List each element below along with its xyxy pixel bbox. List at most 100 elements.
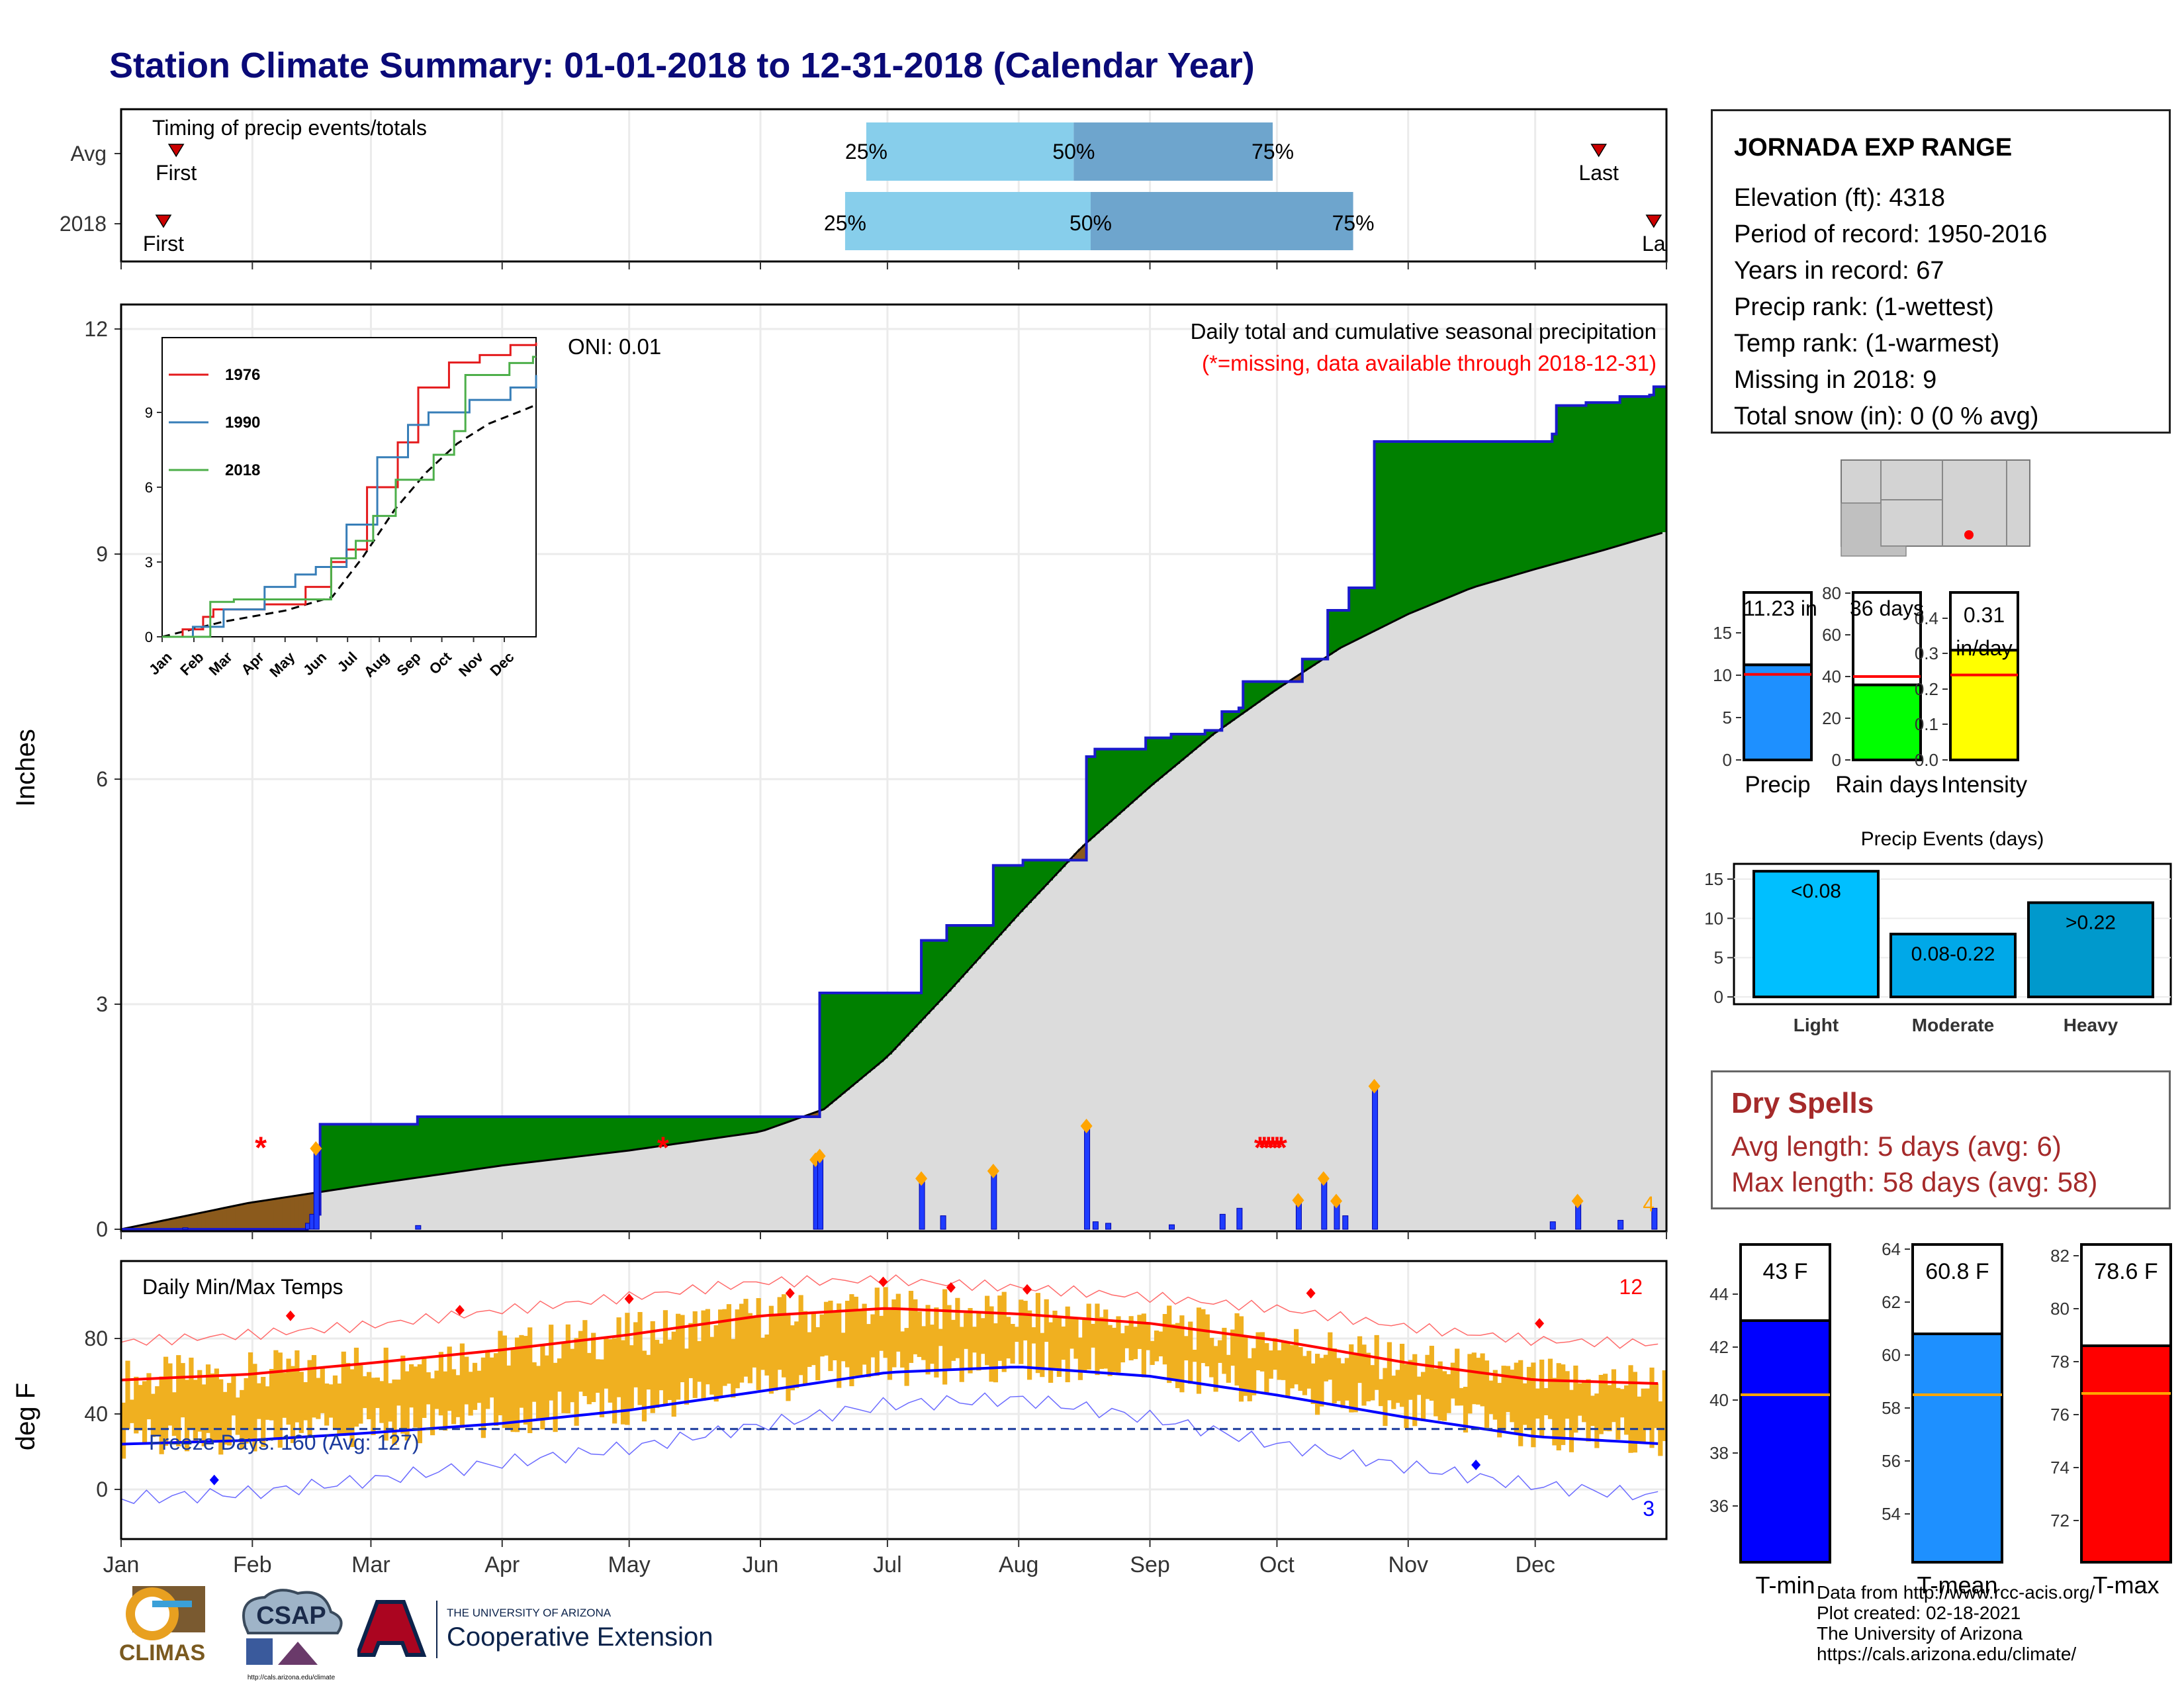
above-normal-area [1052,860,1058,876]
above-normal-area [1518,442,1524,574]
daily-temp-range-bar [1302,1356,1308,1395]
daily-temp-range-bar [1632,1372,1638,1453]
above-normal-area [697,1117,702,1141]
above-normal-area [1099,749,1104,830]
large-event-marker [310,1141,322,1156]
above-normal-area [1183,734,1189,757]
above-normal-area [964,925,969,973]
daily-temp-range-bar [900,1331,905,1368]
daily-precip-bar [182,1227,189,1230]
daily-temp-range-bar [1154,1331,1160,1362]
above-normal-area [320,1124,325,1192]
above-normal-area [485,1117,490,1168]
daily-temp-range-bar [692,1311,698,1398]
above-normal-area [1179,734,1185,761]
daily-temp-range-bar [1518,1360,1524,1446]
above-normal-area [1154,737,1159,782]
above-normal-area [701,1117,706,1141]
daily-temp-range-bar [1010,1324,1015,1364]
daily-temp-range-bar [231,1375,236,1416]
daily-temp-range-bar [705,1309,711,1385]
above-normal-area [1611,402,1616,547]
daily-temp-range-bar [1132,1327,1138,1360]
daily-precip-bar [1372,1088,1379,1230]
daily-temp-range-bar [298,1372,304,1433]
timing-row-label: 2018 [60,212,107,236]
temp-y-axis-label: deg F [11,1383,40,1450]
above-normal-area [1340,610,1345,647]
above-normal-area [1480,442,1485,585]
daily-temp-range-bar [1247,1358,1252,1401]
above-normal-area [1238,708,1244,715]
below-normal-area [231,1205,236,1229]
above-normal-area [688,1117,694,1142]
daily-precip-bar [1321,1180,1328,1230]
above-normal-area [1577,405,1582,557]
daily-temp-range-bar [1107,1325,1113,1376]
daily-temp-range-bar [1268,1350,1273,1379]
daily-temp-range-bar [1437,1361,1443,1421]
daily-temp-range-bar [1183,1336,1189,1361]
daily-precip-bar [313,1150,320,1230]
above-normal-area [705,1117,710,1140]
above-normal-area [498,1117,503,1166]
above-normal-area [887,993,892,1055]
daily-temp-range-bar [1086,1303,1091,1370]
daily-temp-range-bar [1399,1343,1405,1407]
precip-y-tick-label: 0 [96,1217,108,1241]
above-normal-area [1471,442,1477,588]
daily-temp-range-bar [1586,1379,1591,1442]
temp-panel-label: Daily Min/Max Temps [142,1275,343,1299]
daily-temp-range-bar [1573,1365,1578,1433]
above-normal-area [756,1117,761,1133]
above-normal-area [1035,860,1040,894]
daily-temp-range-bar [138,1385,143,1431]
record-high-marker [785,1288,795,1299]
daily-temp-range-bar [1505,1366,1511,1413]
above-normal-area [773,1117,778,1127]
daily-temp-range-bar [146,1373,152,1420]
daily-temp-range-bar [455,1375,461,1417]
above-normal-area [786,1117,791,1122]
last-event-label: La [1642,232,1666,256]
daily-temp-range-bar [337,1383,342,1434]
daily-temp-range-bar [1590,1395,1596,1427]
above-normal-area [388,1124,393,1182]
below-normal-area [248,1202,253,1229]
month-label: Jul [873,1552,901,1577]
above-normal-area [1586,402,1591,555]
daily-temp-range-bar [1217,1340,1223,1363]
daily-temp-range-bar [261,1376,266,1447]
above-normal-area [1531,442,1536,570]
daily-temp-range-bar [235,1397,240,1435]
above-normal-area [1336,610,1342,649]
above-normal-area [722,1117,727,1137]
daily-precip-bar [1549,1221,1556,1230]
quartile-bar-upper [1090,192,1353,250]
quartile-label-50: 50% [1052,140,1095,164]
daily-temp-range-bar [1052,1311,1058,1368]
csap-url: http://cals.arizona.edu/climate [248,1674,336,1681]
temp-summary-y-tick-label: 58 [1882,1398,1901,1418]
daily-temp-range-bar [1061,1326,1066,1360]
daily-temp-range-bar [1323,1354,1329,1382]
daily-temp-range-bar [874,1288,880,1376]
above-normal-area [858,993,863,1080]
daily-temp-range-bar [1467,1354,1473,1414]
above-normal-area [862,993,867,1076]
daily-temp-range-bar [1488,1380,1494,1415]
above-normal-area [1510,442,1515,577]
above-normal-area [1150,737,1155,785]
station-location-dot [1964,530,1974,539]
csap-text: CSAP [256,1602,326,1630]
daily-temp-range-bar [1162,1313,1167,1365]
above-normal-area [1259,681,1265,700]
daily-temp-range-bar [773,1314,778,1391]
daily-temp-range-bar [1099,1317,1104,1370]
below-normal-area [1077,849,1083,861]
events-y-tick-label: 5 [1714,948,1723,968]
below-normal-area [244,1203,249,1229]
above-normal-area [870,993,876,1069]
large-event-marker [1292,1193,1304,1208]
above-normal-area [523,1117,528,1163]
